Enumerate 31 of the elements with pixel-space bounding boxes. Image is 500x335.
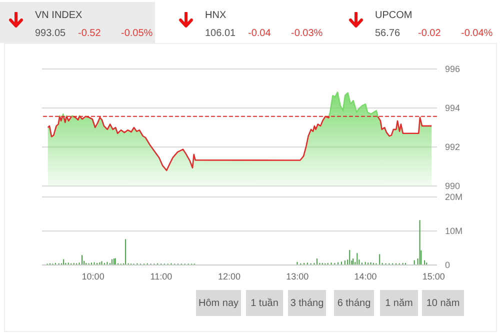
y-tick-label: 990 (445, 181, 460, 192)
text: UPCOM (375, 10, 412, 21)
text: -0.04 (248, 28, 271, 39)
x-tick-label: 10:00 (82, 271, 104, 282)
text: -0.05% (121, 28, 153, 39)
text: HNX (205, 10, 226, 21)
text: -0.04% (461, 28, 493, 39)
text: -0.52 (78, 28, 101, 39)
text: 10 năm (422, 290, 464, 316)
y-tick-label: 0 (445, 260, 450, 270)
x-tick-label: 13:00 (286, 271, 309, 282)
y-tick-label: 996 (445, 64, 460, 74)
y-tick-label: 994 (445, 103, 460, 114)
text: 993.05 (35, 28, 66, 39)
text: VN INDEX (35, 10, 82, 21)
text: 56.76 (375, 28, 400, 39)
text: 106.01 (205, 28, 236, 39)
y-tick-label: 20M (445, 192, 463, 202)
x-tick-label: 11:00 (150, 271, 172, 282)
text: Hôm nay (196, 290, 241, 316)
text: 1 tuần (246, 290, 283, 316)
text: 3 tháng (288, 290, 326, 316)
text: -0.02 (418, 28, 441, 39)
y-tick-label: 992 (445, 142, 460, 152)
y-tick-label: 10M (445, 226, 463, 236)
x-tick-label: 14:00 (354, 271, 377, 282)
x-tick-label: 15:00 (422, 271, 445, 282)
text: 1 năm (380, 290, 418, 316)
text: -0.03% (291, 28, 323, 39)
text: 6 tháng (334, 290, 374, 316)
x-tick-label: 12:00 (218, 271, 241, 282)
